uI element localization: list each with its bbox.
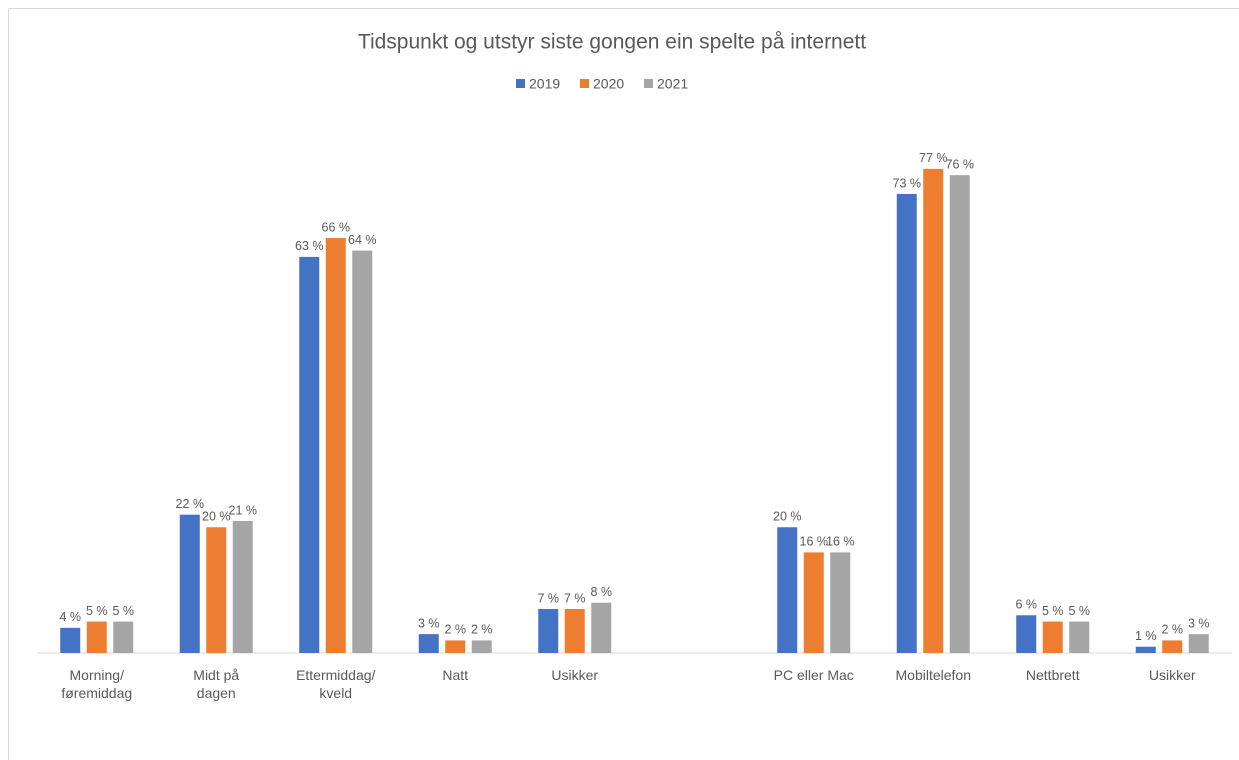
value-label: 2 % [471, 623, 493, 637]
chart-title: Tidspunkt og utstyr siste gongen ein spe… [358, 31, 866, 54]
bar [949, 175, 970, 653]
bar [1135, 646, 1156, 653]
chart-border [8, 8, 1239, 760]
bar [803, 552, 824, 653]
legend-label: 2019 [529, 76, 560, 92]
value-label: 73 % [893, 176, 922, 190]
bar [1188, 634, 1209, 653]
value-label: 66 % [322, 220, 351, 234]
bar [1069, 621, 1090, 653]
value-label: 76 % [946, 157, 975, 171]
bar [538, 608, 559, 653]
bar [591, 602, 612, 653]
value-label: 4 % [59, 610, 81, 624]
value-label: 6 % [1015, 598, 1037, 612]
bar [1042, 621, 1063, 653]
bar [1016, 615, 1037, 653]
bar [896, 194, 917, 653]
bar [777, 527, 798, 653]
bar [1162, 640, 1183, 653]
value-label: 1 % [1135, 629, 1157, 643]
bar [471, 640, 492, 653]
bar [86, 621, 107, 653]
value-label: 5 % [1042, 604, 1064, 618]
value-label: 2 % [1161, 623, 1183, 637]
bar [113, 621, 134, 653]
value-label: 7 % [564, 591, 586, 605]
value-label: 8 % [590, 585, 612, 599]
legend-swatch [580, 79, 589, 88]
value-label: 5 % [86, 604, 108, 618]
bar [179, 514, 200, 653]
bar [325, 238, 346, 653]
value-label: 16 % [826, 535, 855, 549]
x-tick-label: Midt på dagen [193, 667, 240, 701]
x-tick-label: Morning/ føremiddag [61, 667, 133, 701]
x-tick-label: Ettermiddag/ kveld [296, 667, 376, 701]
bar [445, 640, 466, 653]
legend-label: 2021 [657, 76, 688, 92]
bar [299, 256, 320, 653]
bar [60, 627, 81, 653]
x-tick-label: Usikker [1148, 667, 1196, 683]
legend-swatch [644, 79, 653, 88]
bar [232, 520, 253, 653]
value-label: 22 % [176, 497, 205, 511]
legend-swatch [516, 79, 525, 88]
value-label: 21 % [229, 503, 258, 517]
value-label: 16 % [800, 535, 829, 549]
value-label: 5 % [112, 604, 134, 618]
value-label: 20 % [773, 510, 802, 524]
bar [418, 634, 439, 653]
value-label: 63 % [295, 239, 324, 253]
value-label: 64 % [348, 233, 377, 247]
value-label: 3 % [1188, 616, 1210, 630]
bar [564, 608, 585, 653]
bar [923, 168, 944, 654]
value-label: 5 % [1068, 604, 1090, 618]
legend-label: 2020 [593, 76, 624, 92]
value-label: 2 % [444, 623, 466, 637]
value-label: 3 % [418, 616, 440, 630]
value-label: 7 % [537, 591, 559, 605]
x-tick-label: Natt [442, 667, 469, 683]
x-tick-label: Mobiltelefon [895, 667, 972, 683]
value-label: 20 % [202, 510, 231, 524]
bar [352, 250, 373, 653]
x-tick-label: Usikker [551, 667, 599, 683]
x-tick-label: Nettbrett [1025, 667, 1080, 683]
bar [830, 552, 851, 653]
x-tick-label: PC eller Mac [773, 667, 854, 683]
value-label: 77 % [919, 151, 948, 165]
bar [206, 527, 227, 653]
